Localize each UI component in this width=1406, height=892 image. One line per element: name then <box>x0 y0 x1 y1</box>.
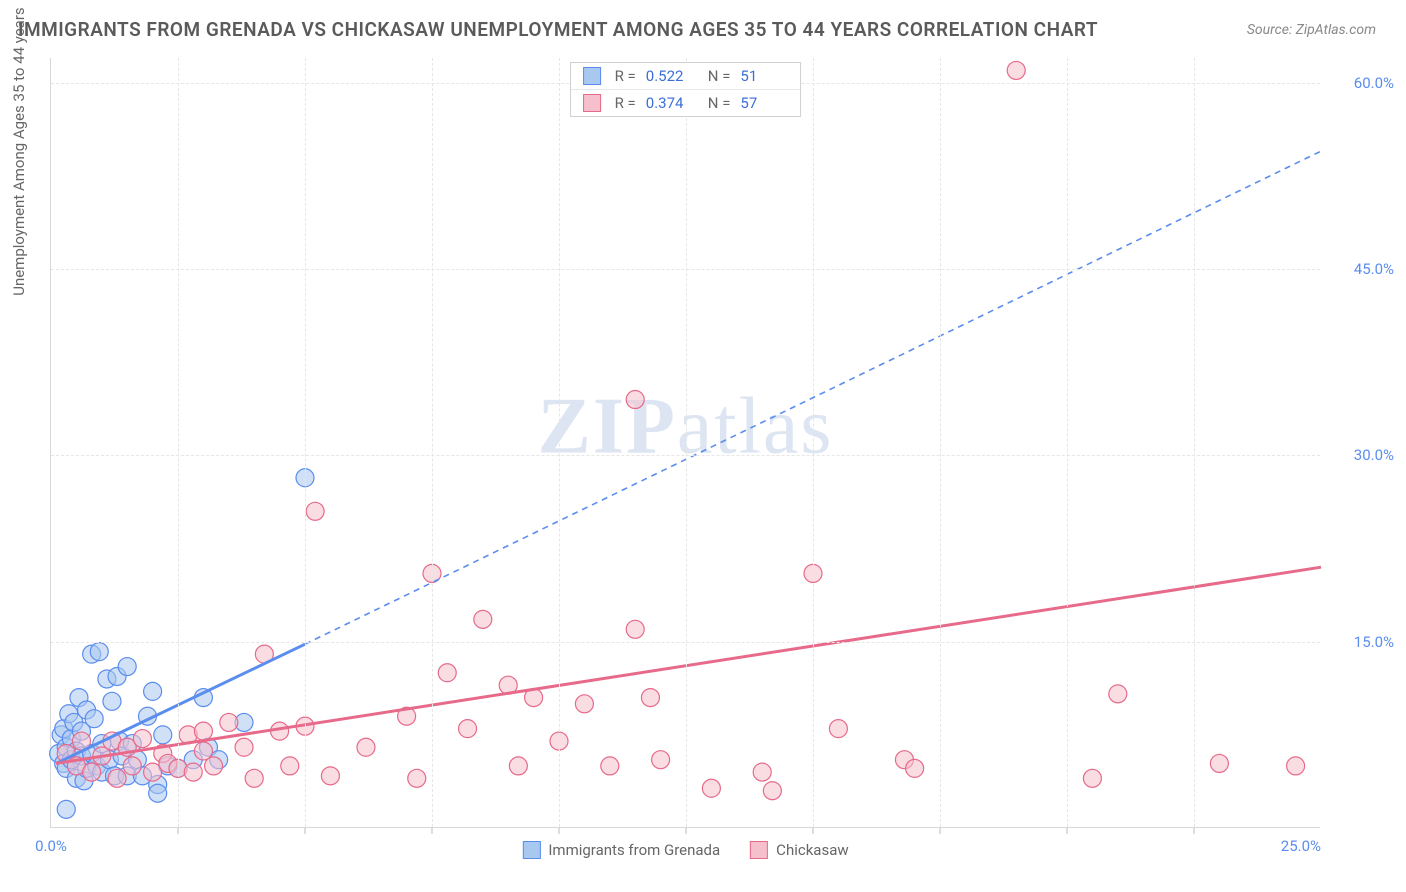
data-point-chickasaw <box>108 769 126 787</box>
data-point-chickasaw <box>763 782 781 800</box>
data-point-chickasaw <box>1210 754 1228 772</box>
data-point-chickasaw <box>205 757 223 775</box>
y-tick-label: 60.0% <box>1329 74 1394 92</box>
data-point-chickasaw <box>306 502 324 520</box>
plot-area: ZIPatlas R = 0.522 N = 51 R = 0.374 N = … <box>50 58 1320 828</box>
source-attribution: Source: ZipAtlas.com <box>1247 22 1376 38</box>
data-point-chickasaw <box>626 391 644 409</box>
data-point-chickasaw <box>509 757 527 775</box>
data-point-chickasaw <box>906 759 924 777</box>
gridline-v <box>305 58 306 827</box>
data-point-chickasaw <box>459 720 477 738</box>
data-point-chickasaw <box>1007 61 1025 79</box>
x-tick-label: 25.0% <box>1281 837 1321 855</box>
data-point-chickasaw <box>1109 685 1127 703</box>
data-point-grenada <box>149 784 167 802</box>
data-point-chickasaw <box>83 763 101 781</box>
data-point-chickasaw <box>652 751 670 769</box>
stats-row-chickasaw: R = 0.374 N = 57 <box>571 90 801 116</box>
data-point-grenada <box>57 800 75 818</box>
data-point-chickasaw <box>702 779 720 797</box>
data-point-chickasaw <box>281 757 299 775</box>
swatch-grenada <box>583 67 601 85</box>
data-point-chickasaw <box>575 695 593 713</box>
gridline-v <box>1067 58 1068 827</box>
data-point-chickasaw <box>753 763 771 781</box>
regression-line-chickasaw <box>56 567 1321 763</box>
gridline-v <box>178 58 179 827</box>
swatch-grenada-icon <box>522 841 540 859</box>
data-point-chickasaw <box>641 689 659 707</box>
chart-title: IMMIGRANTS FROM GRENADA VS CHICKASAW UNE… <box>18 18 1098 41</box>
data-point-grenada <box>154 726 172 744</box>
data-point-chickasaw <box>1083 769 1101 787</box>
data-point-chickasaw <box>245 769 263 787</box>
bottom-legend: Immigrants from Grenada Chickasaw <box>522 841 848 859</box>
legend-item-chickasaw: Chickasaw <box>750 841 848 859</box>
data-point-chickasaw <box>194 722 212 740</box>
x-tick-label: 0.0% <box>35 837 67 855</box>
data-point-grenada <box>103 692 121 710</box>
y-tick-label: 15.0% <box>1329 633 1394 651</box>
data-point-grenada <box>85 710 103 728</box>
data-point-grenada <box>90 643 108 661</box>
stats-row-grenada: R = 0.522 N = 51 <box>571 63 801 90</box>
data-point-chickasaw <box>123 757 141 775</box>
y-tick-label: 45.0% <box>1329 260 1394 278</box>
data-point-chickasaw <box>601 757 619 775</box>
data-point-grenada <box>118 658 136 676</box>
data-point-grenada <box>144 682 162 700</box>
data-point-chickasaw <box>321 767 339 785</box>
data-point-chickasaw <box>829 720 847 738</box>
y-axis-label: Unemployment Among Ages 35 to 44 years <box>10 7 28 295</box>
data-point-chickasaw <box>408 769 426 787</box>
data-point-chickasaw <box>474 610 492 628</box>
gridline-v <box>559 58 560 827</box>
data-point-chickasaw <box>220 713 238 731</box>
gridline-v <box>1194 58 1195 827</box>
swatch-chickasaw-icon <box>750 841 768 859</box>
gridline-v <box>940 58 941 827</box>
data-point-chickasaw <box>133 730 151 748</box>
data-point-chickasaw <box>1287 757 1305 775</box>
y-tick-label: 30.0% <box>1329 446 1394 464</box>
data-point-chickasaw <box>626 620 644 638</box>
gridline-v <box>813 58 814 827</box>
data-point-chickasaw <box>357 738 375 756</box>
data-point-chickasaw <box>184 763 202 781</box>
stats-legend-box: R = 0.522 N = 51 R = 0.374 N = 57 <box>570 62 802 117</box>
legend-item-grenada: Immigrants from Grenada <box>522 841 720 859</box>
gridline-v <box>432 58 433 827</box>
swatch-chickasaw <box>583 94 601 112</box>
data-point-chickasaw <box>235 738 253 756</box>
data-point-chickasaw <box>438 664 456 682</box>
gridline-v <box>686 58 687 827</box>
